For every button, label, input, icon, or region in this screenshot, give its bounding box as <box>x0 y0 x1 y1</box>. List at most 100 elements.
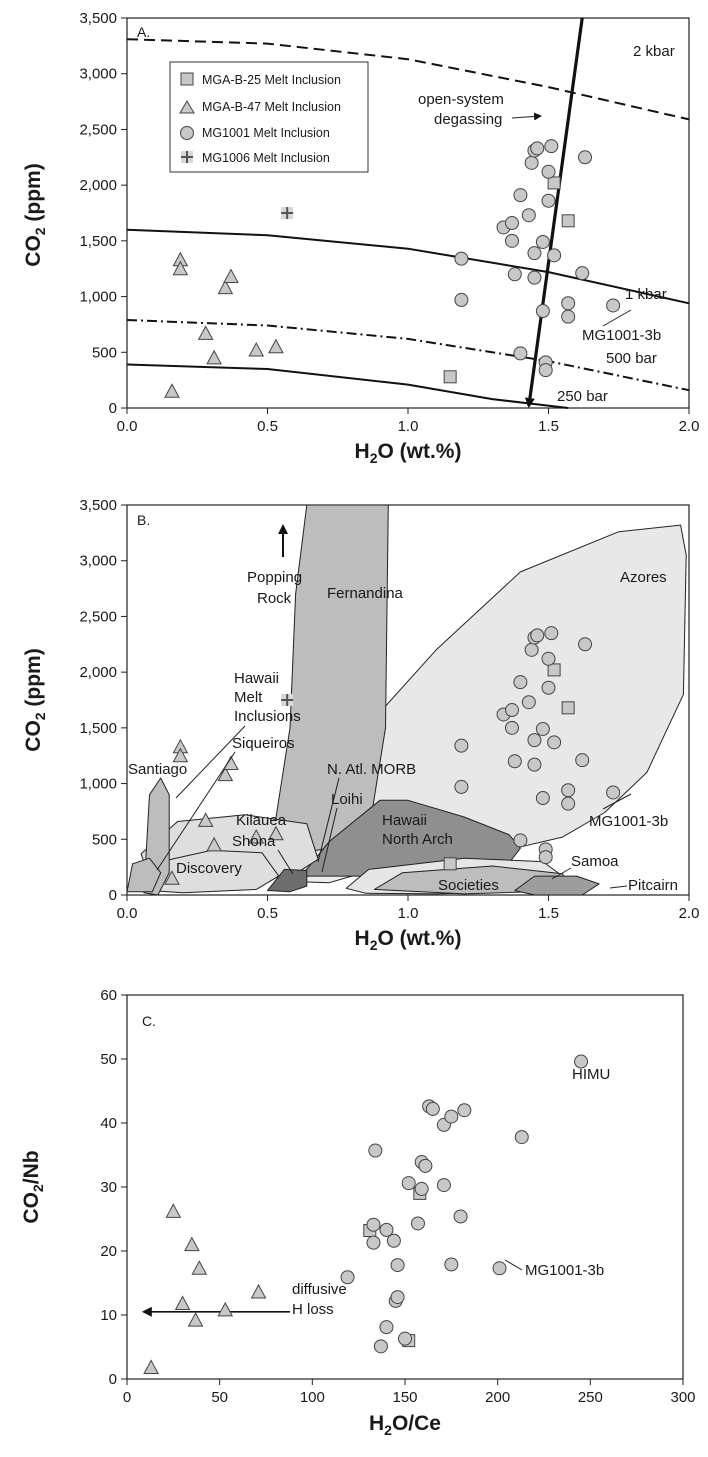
leader-samoa <box>551 867 572 880</box>
panel-b-x-axis-title: H2O (wt.%) <box>355 927 462 953</box>
label-natl-morb: N. Atl. MORB <box>327 761 416 778</box>
y-tick-label: 2,000 <box>79 177 117 194</box>
data-point-plus <box>281 694 294 706</box>
data-point-circle <box>575 266 590 281</box>
label-loihi: Loihi <box>331 791 363 808</box>
degassing-arrow <box>524 17 584 408</box>
label-popping-2: Rock <box>257 590 292 607</box>
data-point-triangle <box>248 342 265 357</box>
legend-marker-circle <box>180 126 194 140</box>
label-pitcairn: Pitcairn <box>628 877 678 894</box>
leader-pitcairn <box>609 885 628 889</box>
panel-b-y-axis-title: CO2 (ppm) <box>22 648 48 751</box>
data-point-circle <box>507 754 522 769</box>
data-point-triangle <box>268 338 284 354</box>
callout-leader-b <box>602 793 632 810</box>
x-tick-label: 1.5 <box>538 418 559 435</box>
panel-a-letter: A. <box>137 24 150 40</box>
data-point-square <box>443 857 457 871</box>
label-discovery: Discovery <box>176 860 242 877</box>
data-point-triangle <box>184 1236 200 1252</box>
x-tick-label: 50 <box>211 1389 228 1406</box>
data-point-triangle <box>172 747 189 763</box>
y-tick-label: 0 <box>109 400 117 417</box>
data-point-triangle <box>165 1203 182 1218</box>
data-point-circle <box>507 267 522 282</box>
data-point-triangle <box>143 1359 159 1374</box>
data-point-circle <box>373 1339 388 1354</box>
data-point-circle <box>513 188 528 203</box>
data-point-circle <box>521 208 536 223</box>
data-point-circle <box>366 1235 381 1250</box>
data-point-triangle <box>250 1283 267 1299</box>
y-tick-label: 10 <box>100 1307 117 1324</box>
y-tick-label: 500 <box>92 344 117 361</box>
data-point-circle <box>504 233 519 248</box>
label-samoa: Samoa <box>571 853 619 870</box>
x-tick-label: 2.0 <box>679 418 700 435</box>
data-point-triangle <box>217 279 234 295</box>
data-point-triangle <box>164 870 180 885</box>
data-point-circle <box>454 292 469 307</box>
legend-label-mg1006: MG1006 Melt Inclusion <box>202 151 330 165</box>
label-shona: Shona <box>232 833 276 850</box>
data-point-square <box>561 701 575 715</box>
data-point-square <box>547 176 561 190</box>
y-tick-label: 0 <box>109 1371 117 1388</box>
legend-label-mga-b-25: MGA-B-25 Melt Inclusion <box>202 73 341 87</box>
x-tick-label: 0 <box>123 1389 131 1406</box>
panel-c-y-axis-title: CO2/Nb <box>20 1150 46 1223</box>
data-point-circle <box>504 703 519 718</box>
y-tick-label: 2,500 <box>79 121 117 138</box>
data-point-circle <box>398 1331 412 1346</box>
y-tick-label: 40 <box>100 1115 117 1132</box>
data-point-circle <box>390 1258 405 1273</box>
panel-a-legend: MGA-B-25 Melt Inclusion MGA-B-47 Melt In… <box>169 61 369 173</box>
data-point-circle <box>504 720 519 735</box>
isobar-1kbar <box>126 228 690 305</box>
x-tick-label: 300 <box>670 1389 695 1406</box>
callout-leader-a <box>602 309 632 327</box>
panel-c-letter: C. <box>142 1013 156 1029</box>
x-tick-label: 150 <box>392 1389 417 1406</box>
y-tick-label: 0 <box>109 887 117 904</box>
legend-marker-plus <box>181 151 193 163</box>
data-point-circle <box>414 1181 429 1196</box>
data-point-circle <box>538 850 553 865</box>
data-point-circle <box>366 1217 381 1232</box>
field-siqueiros <box>126 857 162 893</box>
x-tick-label: 1.0 <box>398 418 419 435</box>
data-point-circle <box>521 695 536 710</box>
field-pitcairn <box>514 875 600 896</box>
data-point-triangle <box>164 383 180 398</box>
data-point-circle <box>578 637 593 652</box>
data-point-circle <box>453 1209 468 1224</box>
data-point-circle <box>379 1320 394 1335</box>
label-hawaii-north-arch-1: Hawaii <box>382 812 427 829</box>
data-point-circle <box>390 1290 405 1305</box>
isobar-500bar <box>126 319 690 392</box>
label-hawaii-north-arch-2: North Arch <box>382 831 453 848</box>
x-tick-label: 1.0 <box>398 905 419 922</box>
x-tick-label: 1.5 <box>538 905 559 922</box>
data-point-circle <box>492 1261 507 1276</box>
y-tick-label: 60 <box>100 987 117 1004</box>
y-tick-label: 1,000 <box>79 776 117 793</box>
legend-box <box>169 61 369 173</box>
label-azores: Azores <box>620 569 667 586</box>
data-point-circle <box>547 735 562 750</box>
isobar-label-2kbar: 2 kbar <box>633 43 675 60</box>
data-point-circle <box>527 270 542 285</box>
data-point-circle <box>574 1054 589 1069</box>
y-tick-label: 1,500 <box>79 233 117 250</box>
callout-mg1001-3b-b: MG1001-3b <box>589 813 668 830</box>
data-point-circle <box>530 628 545 643</box>
legend-label-mg1001: MG1001 Melt Inclusion <box>202 126 330 140</box>
data-point-circle <box>444 1257 459 1272</box>
x-tick-label: 200 <box>485 1389 510 1406</box>
data-point-triangle <box>191 1260 208 1275</box>
y-tick-label: 3,500 <box>79 497 117 514</box>
data-point-circle <box>606 785 621 800</box>
label-siqueiros: Siqueiros <box>232 735 295 752</box>
